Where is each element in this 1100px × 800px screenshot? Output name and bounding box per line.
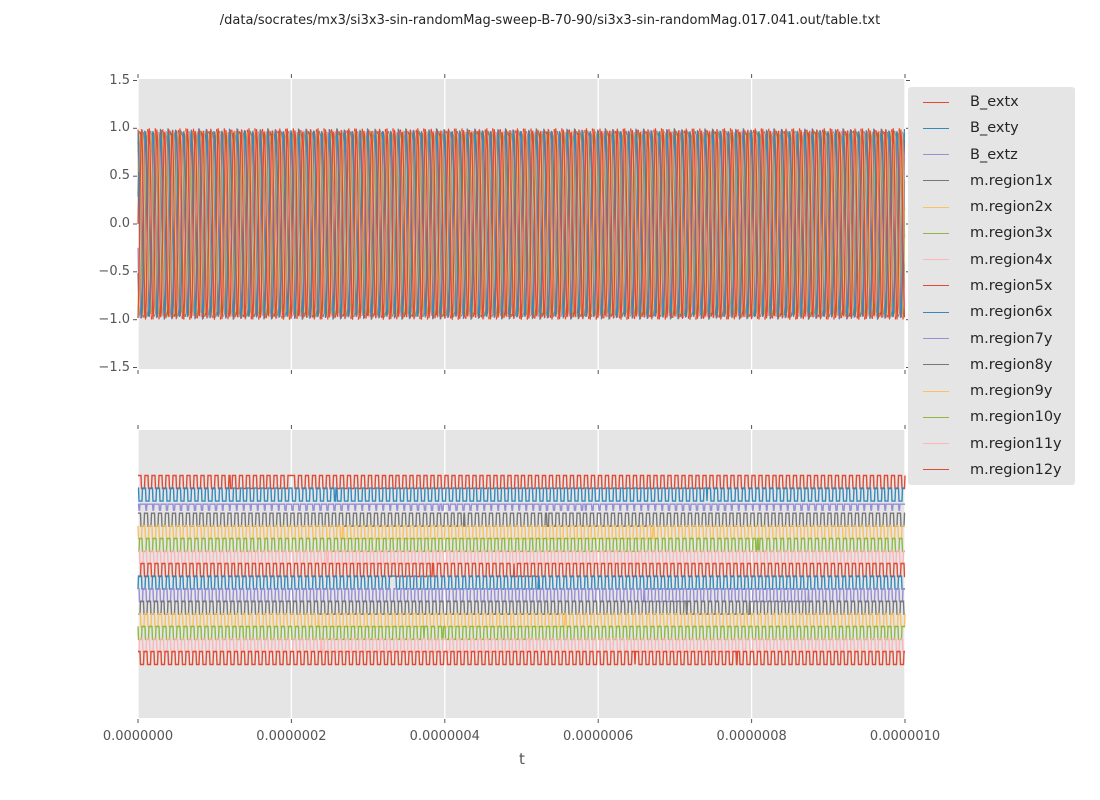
legend-item: m.region12y [908, 458, 1075, 482]
legend-item: m.region2x [908, 195, 1075, 219]
y-tick-label: −0.5 [98, 263, 130, 279]
legend-line-sample [923, 285, 949, 287]
legend-label: m.region7y [970, 330, 1053, 347]
legend-line-sample [923, 469, 949, 471]
legend-item: B_extz [908, 143, 1075, 167]
trace-bottom-m.region3x [138, 537, 905, 553]
legend-line-sample [923, 101, 949, 103]
legend-item: m.region4x [908, 248, 1075, 272]
legend-label: m.region4x [970, 251, 1053, 268]
legend-line-sample [923, 154, 949, 156]
legend-label: m.region2x [970, 199, 1053, 216]
legend-line-sample [923, 232, 949, 234]
legend-line-sample [923, 443, 949, 445]
trace-bottom-m.region10y [137, 625, 905, 641]
legend-label: m.region3x [970, 225, 1053, 242]
legend-label: m.region12y [970, 461, 1062, 478]
legend-line-sample [923, 206, 949, 208]
legend-label: m.region9y [970, 383, 1053, 400]
x-tick-label: 0.0000004 [409, 729, 480, 744]
legend-line-sample [923, 311, 949, 313]
legend-line-sample [923, 416, 949, 418]
legend-line-sample [923, 127, 949, 129]
legend-label: B_extz [970, 146, 1018, 163]
trace-bottom-m.region12y [138, 650, 905, 666]
legend-label: B_extx [970, 94, 1019, 111]
trace-bottom-B_exty [137, 487, 905, 502]
legend-item: m.region10y [908, 405, 1075, 429]
trace-bottom-m.region11y [138, 638, 905, 653]
y-tick-label: −1.0 [98, 311, 130, 327]
legend-item: m.region9y [908, 379, 1075, 403]
trace-top-m.region12y [137, 128, 906, 320]
legend-label: m.region1x [970, 172, 1053, 189]
legend-label: m.region10y [970, 409, 1062, 426]
legend-item: m.region3x [908, 221, 1075, 245]
x-tick-label: 0.0000006 [563, 729, 634, 744]
legend-item: B_exty [908, 116, 1075, 140]
trace-bottom-m.region8y [138, 600, 905, 615]
figure-title: /data/socrates/mx3/si3x3-sin-randomMag-s… [219, 13, 881, 28]
legend-line-sample [923, 259, 949, 261]
legend-item: B_extx [908, 90, 1075, 114]
y-tick-label: 0.0 [109, 216, 130, 231]
y-tick-label: −1.5 [98, 359, 130, 375]
x-tick-label: 0.0000008 [716, 729, 787, 744]
legend-label: B_exty [970, 120, 1019, 137]
legend-label: m.region8y [970, 356, 1053, 373]
trace-bottom-m.region6x [137, 575, 905, 590]
legend-label: m.region5x [970, 277, 1053, 294]
y-tick-label: 1.0 [109, 120, 130, 136]
x-tick-label: 0.0000000 [102, 729, 174, 744]
y-tick-label: 1.5 [109, 72, 130, 88]
legend-line-sample [923, 390, 949, 392]
legend-line-sample [923, 364, 949, 366]
trace-bottom-m.region2x [137, 525, 905, 540]
x-tick-label: 0.0000002 [256, 729, 327, 744]
legend-line-sample [923, 180, 949, 182]
legend-item: m.region1x [908, 169, 1075, 193]
legend-item: m.region6x [908, 300, 1075, 324]
trace-bottom-B_extz [137, 503, 905, 511]
trace-bottom-B_extx [138, 474, 906, 490]
legend-label: m.region6x [970, 304, 1053, 321]
x-tick-label: 0.0000010 [869, 729, 941, 744]
legend-box: B_extx B_exty B_extz m.region1x m.region2x m.… [908, 87, 1075, 485]
legend-item: m.region8y [908, 353, 1075, 377]
legend-line-sample [923, 338, 949, 340]
x-axis-label: t [519, 750, 525, 768]
legend-item: m.region11y [908, 432, 1075, 456]
legend-label: m.region11y [970, 435, 1062, 452]
legend-item: m.region5x [908, 274, 1075, 298]
y-tick-label: 0.5 [109, 168, 130, 184]
legend-item: m.region7y [908, 327, 1075, 351]
